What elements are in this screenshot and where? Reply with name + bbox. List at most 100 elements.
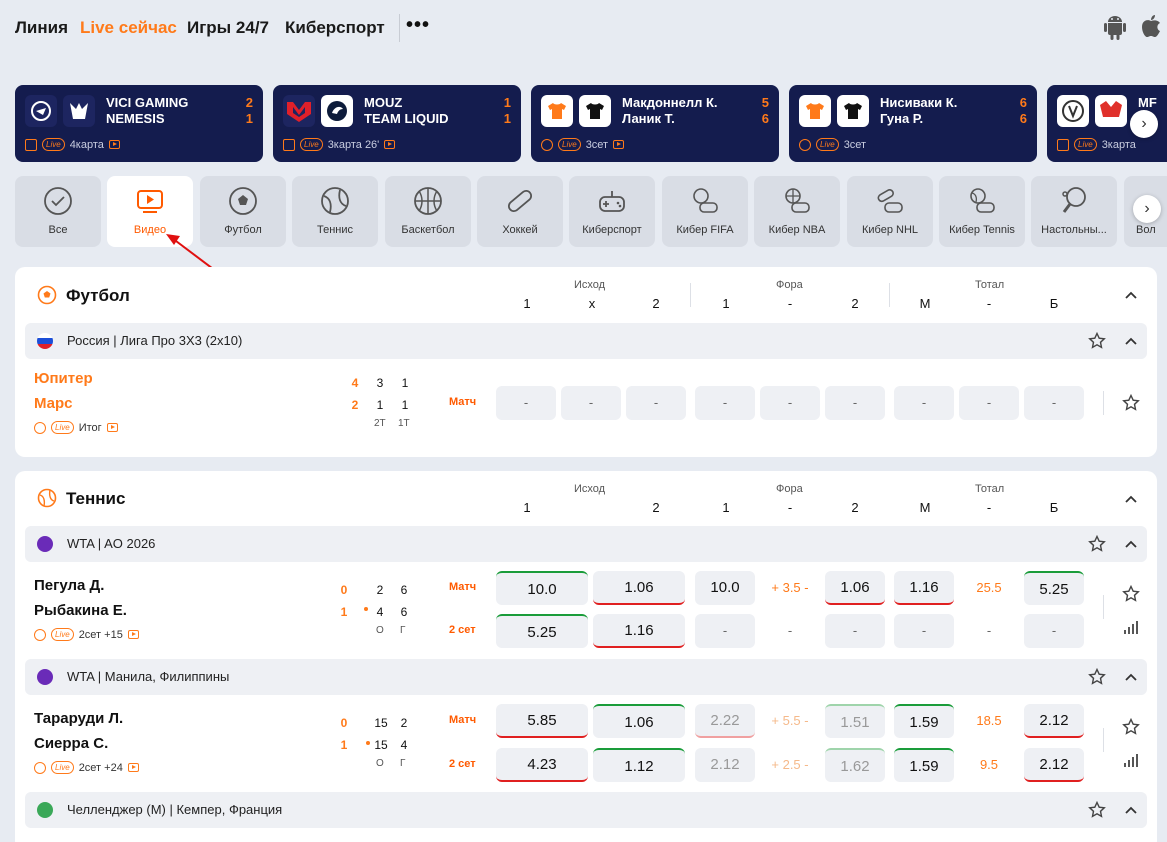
odd-cell[interactable]: 1.12: [593, 748, 685, 782]
sport-filter-tennis[interactable]: Теннис: [292, 176, 378, 247]
sport-filter-all[interactable]: Все: [15, 176, 101, 247]
sport-filter-basketball[interactable]: Баскетбол: [385, 176, 471, 247]
odd-cell[interactable]: 1.59: [894, 748, 954, 782]
odd-cell[interactable]: -: [695, 386, 755, 420]
chevron-up-icon[interactable]: [1124, 803, 1138, 817]
live-card[interactable]: Нисиваки К. Гуна Р. 6 6 Live 3сет: [789, 85, 1037, 162]
league-header[interactable]: WTA | Манила, Филиппины: [25, 659, 1147, 695]
odd-cell[interactable]: -: [894, 386, 954, 420]
odd-cell[interactable]: 10.0: [695, 571, 755, 605]
team-1-name[interactable]: Пегула Д.: [34, 577, 105, 594]
star-icon[interactable]: [1122, 718, 1140, 736]
chevron-up-icon[interactable]: [1124, 537, 1138, 551]
statistics-icon[interactable]: [1123, 619, 1139, 635]
total-value[interactable]: 18.5: [976, 713, 1002, 728]
odd-cell[interactable]: -: [825, 614, 885, 648]
cards-next-button[interactable]: ›: [1130, 110, 1158, 138]
odd-cell[interactable]: 1.59: [894, 704, 954, 738]
odd-cell[interactable]: -: [695, 614, 755, 648]
star-icon[interactable]: [1122, 585, 1140, 603]
team-2-name[interactable]: Рыбакина Е.: [34, 602, 127, 619]
nav-games-24-7[interactable]: Игры 24/7: [187, 18, 270, 37]
team-2-name[interactable]: Сиерра С.: [34, 735, 109, 752]
chevron-up-icon[interactable]: [1124, 288, 1138, 302]
team-logo: [63, 95, 95, 127]
odd-cell[interactable]: 5.25: [496, 614, 588, 648]
nav-esports[interactable]: Киберспорт: [285, 18, 385, 37]
chevron-up-icon[interactable]: [1124, 492, 1138, 506]
handicap-value[interactable]: + 3.5 -: [771, 580, 809, 595]
sport-filter-esports[interactable]: Киберспорт: [569, 176, 655, 247]
col-header: -: [986, 296, 992, 311]
team-1-name[interactable]: Тараруди Л.: [34, 710, 124, 727]
sport-filter-table-tennis[interactable]: Настольны...: [1031, 176, 1117, 247]
odd-cell[interactable]: -: [959, 386, 1019, 420]
handicap-value[interactable]: + 2.5 -: [771, 757, 809, 772]
total-value[interactable]: 25.5: [976, 580, 1002, 595]
live-badge: Live: [1074, 138, 1097, 151]
chevron-up-icon[interactable]: [1124, 670, 1138, 684]
odd-cell[interactable]: 4.23: [496, 748, 588, 782]
sport-label: Кибер FIFA: [676, 224, 734, 236]
total-value[interactable]: 9.5: [979, 757, 999, 772]
league-header[interactable]: WTA | AO 2026: [25, 526, 1147, 562]
more-menu-button[interactable]: •••: [406, 14, 431, 36]
handicap-value[interactable]: -: [787, 623, 793, 638]
odd-cell[interactable]: -: [760, 386, 820, 420]
games-label: Г: [400, 758, 406, 769]
live-card[interactable]: MOUZ TEAM LIQUID 1 1 Live 3карта 26': [273, 85, 521, 162]
odd-cell[interactable]: 2.12: [1024, 704, 1084, 738]
odd-cell[interactable]: 1.16: [894, 571, 954, 605]
odd-cell[interactable]: 5.25: [1024, 571, 1084, 605]
russia-flag-icon: [37, 333, 53, 349]
odd-cell[interactable]: 1.06: [593, 571, 685, 605]
team-1-name[interactable]: Юпитер: [34, 370, 93, 387]
sports-next-button[interactable]: ›: [1133, 195, 1161, 223]
odd-cell[interactable]: 2.12: [1024, 748, 1084, 782]
sport-filter-video[interactable]: Видео: [107, 176, 193, 247]
odd-cell[interactable]: 2.22: [695, 704, 755, 738]
odd-cell[interactable]: -: [825, 386, 885, 420]
sport-filter-cyber-nhl[interactable]: Кибер NHL: [847, 176, 933, 247]
star-icon[interactable]: [1088, 332, 1106, 350]
nav-live-now[interactable]: Live сейчас: [80, 18, 177, 37]
nav-line[interactable]: Линия: [15, 18, 69, 37]
odd-cell[interactable]: 1.62: [825, 748, 885, 782]
apple-icon[interactable]: [1140, 13, 1162, 39]
odd-cell[interactable]: 10.0: [496, 571, 588, 605]
star-icon[interactable]: [1088, 668, 1106, 686]
sport-filter-cyber-nba[interactable]: Кибер NBA: [754, 176, 840, 247]
odd-cell[interactable]: -: [496, 386, 556, 420]
league-header[interactable]: Челленджер (М) | Кемпер, Франция: [25, 792, 1147, 828]
sport-filter-cyber-tennis[interactable]: Кибер Tennis: [939, 176, 1025, 247]
odd-cell[interactable]: -: [1024, 386, 1084, 420]
chevron-up-icon[interactable]: [1124, 334, 1138, 348]
odd-cell[interactable]: 5.85: [496, 704, 588, 738]
odd-cell[interactable]: -: [626, 386, 686, 420]
android-icon[interactable]: [1104, 14, 1126, 40]
odd-cell[interactable]: 1.16: [593, 614, 685, 648]
handicap-value[interactable]: + 5.5 -: [771, 713, 809, 728]
live-card[interactable]: VICI GAMING NEMESIS 2 1 Live 4карта: [15, 85, 263, 162]
league-header[interactable]: Россия | Лига Про 3Х3 (2х10): [25, 323, 1147, 359]
odd-cell[interactable]: -: [561, 386, 621, 420]
odd-cell[interactable]: 1.51: [825, 704, 885, 738]
col-header: М: [919, 296, 931, 311]
total-value[interactable]: -: [986, 623, 992, 638]
market-label: Матч: [449, 396, 477, 408]
star-icon[interactable]: [1088, 535, 1106, 553]
odd-cell[interactable]: 1.06: [593, 704, 685, 738]
odd-cell[interactable]: 2.12: [695, 748, 755, 782]
live-card[interactable]: Макдоннелл К. Ланик Т. 5 6 Live 3сет: [531, 85, 779, 162]
odd-cell[interactable]: 1.06: [825, 571, 885, 605]
sport-filter-hockey[interactable]: Хоккей: [477, 176, 563, 247]
team-2-name: Ланик Т.: [622, 111, 675, 126]
star-icon[interactable]: [1122, 394, 1140, 412]
star-icon[interactable]: [1088, 801, 1106, 819]
statistics-icon[interactable]: [1123, 752, 1139, 768]
odd-cell[interactable]: -: [1024, 614, 1084, 648]
sport-filter-football[interactable]: Футбол: [200, 176, 286, 247]
team-2-name[interactable]: Марс: [34, 395, 73, 412]
odd-cell[interactable]: -: [894, 614, 954, 648]
sport-filter-cyber-fifa[interactable]: Кибер FIFA: [662, 176, 748, 247]
